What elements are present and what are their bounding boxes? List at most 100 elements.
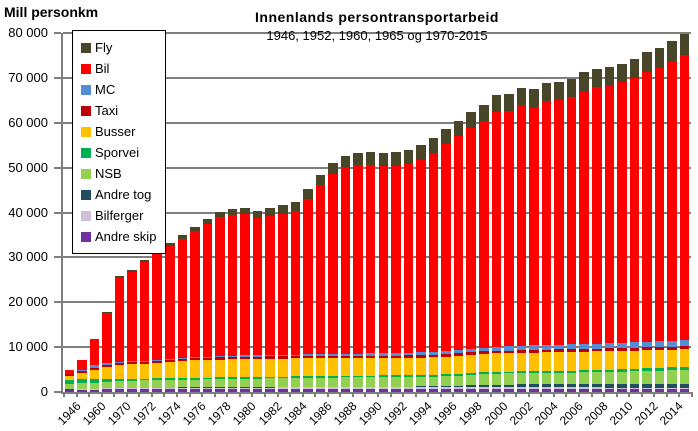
segment-bilferger xyxy=(504,387,514,389)
segment-andre-skip xyxy=(114,389,125,392)
bar-1965 xyxy=(102,312,112,392)
segment-andre-skip xyxy=(177,389,188,392)
segment-sporvei xyxy=(453,373,464,376)
segment-andre-skip xyxy=(391,389,401,392)
segment-taxi xyxy=(365,355,376,359)
segment-andre-tog xyxy=(290,386,301,388)
segment-bilferger xyxy=(77,389,87,390)
segment-mc xyxy=(177,357,188,359)
segment-mc xyxy=(416,352,426,356)
segment-fly xyxy=(215,211,225,217)
segment-sporvei xyxy=(579,370,589,373)
segment-andre-tog xyxy=(353,386,363,388)
segment-andre-tog xyxy=(579,384,589,388)
segment-andre-tog xyxy=(278,386,288,388)
x-axis-tick xyxy=(238,392,241,397)
segment-bil xyxy=(453,136,464,351)
x-axis-tick xyxy=(590,392,593,397)
segment-taxi xyxy=(240,356,250,359)
x-axis-tick xyxy=(226,392,229,397)
x-axis-tick xyxy=(552,392,555,397)
x-axis-tick xyxy=(439,392,442,397)
segment-taxi xyxy=(554,349,564,353)
segment-sporvei xyxy=(654,367,665,371)
segment-andre-skip xyxy=(529,388,539,392)
segment-andre-skip xyxy=(378,389,389,392)
legend-label: Taxi xyxy=(95,103,119,118)
segment-andre-tog xyxy=(541,384,552,388)
segment-bilferger xyxy=(102,388,112,390)
segment-andre-tog xyxy=(378,386,389,388)
segment-bil xyxy=(64,369,75,375)
y-axis-unit-label: Mill personkm xyxy=(4,4,99,20)
legend-label: Fly xyxy=(95,40,113,55)
x-axis-label: 1976 xyxy=(179,399,209,428)
segment-bilferger xyxy=(202,387,213,390)
segment-sporvei xyxy=(64,380,75,385)
bar-1974 xyxy=(165,243,175,392)
segment-nsb xyxy=(453,375,464,386)
segment-andre-tog xyxy=(479,384,489,388)
segment-mc xyxy=(227,355,238,357)
segment-nsb xyxy=(403,376,414,387)
segment-andre-tog xyxy=(529,384,539,388)
segment-nsb xyxy=(629,371,640,384)
segment-taxi xyxy=(202,357,213,360)
bar-1993 xyxy=(403,150,414,392)
legend-item-busser: Busser xyxy=(81,121,156,142)
segment-nsb xyxy=(265,378,275,387)
segment-mc xyxy=(152,360,162,362)
segment-busser xyxy=(102,367,112,380)
segment-mc xyxy=(642,341,652,348)
segment-andre-skip xyxy=(64,389,75,392)
segment-busser xyxy=(453,355,464,374)
segment-bilferger xyxy=(303,387,313,390)
segment-mc xyxy=(516,345,527,351)
segment-mc xyxy=(679,340,690,347)
segment-sporvei xyxy=(328,375,338,378)
segment-nsb xyxy=(303,377,313,387)
segment-busser xyxy=(504,353,514,372)
segment-mc xyxy=(139,360,150,362)
y-axis-label: 30 000 xyxy=(8,249,48,265)
segment-taxi xyxy=(453,353,464,356)
segment-sporvei xyxy=(315,376,326,378)
segment-bil xyxy=(428,152,439,352)
x-axis-tick xyxy=(113,392,116,397)
x-axis-tick xyxy=(63,392,65,397)
segment-taxi xyxy=(353,355,363,359)
segment-fly xyxy=(190,227,200,232)
bar-1979 xyxy=(227,209,238,392)
segment-taxi xyxy=(227,356,238,360)
segment-fly xyxy=(529,88,539,107)
segment-taxi xyxy=(89,368,100,370)
segment-fly xyxy=(102,312,112,313)
segment-sporvei xyxy=(353,375,363,378)
legend-label: Busser xyxy=(95,124,136,139)
segment-sporvei xyxy=(629,368,640,372)
segment-mc xyxy=(252,355,263,357)
x-axis-tick xyxy=(665,392,668,397)
segment-bil xyxy=(102,312,112,364)
segment-bilferger xyxy=(340,387,351,390)
segment-bil xyxy=(441,144,451,351)
segment-mc xyxy=(303,354,313,356)
x-axis-tick xyxy=(150,392,153,397)
segment-mc xyxy=(190,357,200,359)
segment-taxi xyxy=(290,356,301,359)
segment-fly xyxy=(654,48,665,69)
bar-1971 xyxy=(127,269,137,392)
segment-sporvei xyxy=(617,369,627,372)
legend-item-sporvei: Sporvei xyxy=(81,142,156,163)
legend-swatch-icon xyxy=(81,231,91,242)
segment-busser xyxy=(391,357,401,376)
segment-sporvei xyxy=(516,371,527,374)
bar-2014 xyxy=(667,40,677,392)
segment-sporvei xyxy=(403,375,414,377)
segment-mc xyxy=(654,341,665,348)
x-axis-label: 1960 xyxy=(79,399,109,428)
segment-sporvei xyxy=(77,379,87,384)
gridline xyxy=(63,346,691,349)
segment-busser xyxy=(152,363,162,379)
segment-andre-tog xyxy=(629,383,640,388)
